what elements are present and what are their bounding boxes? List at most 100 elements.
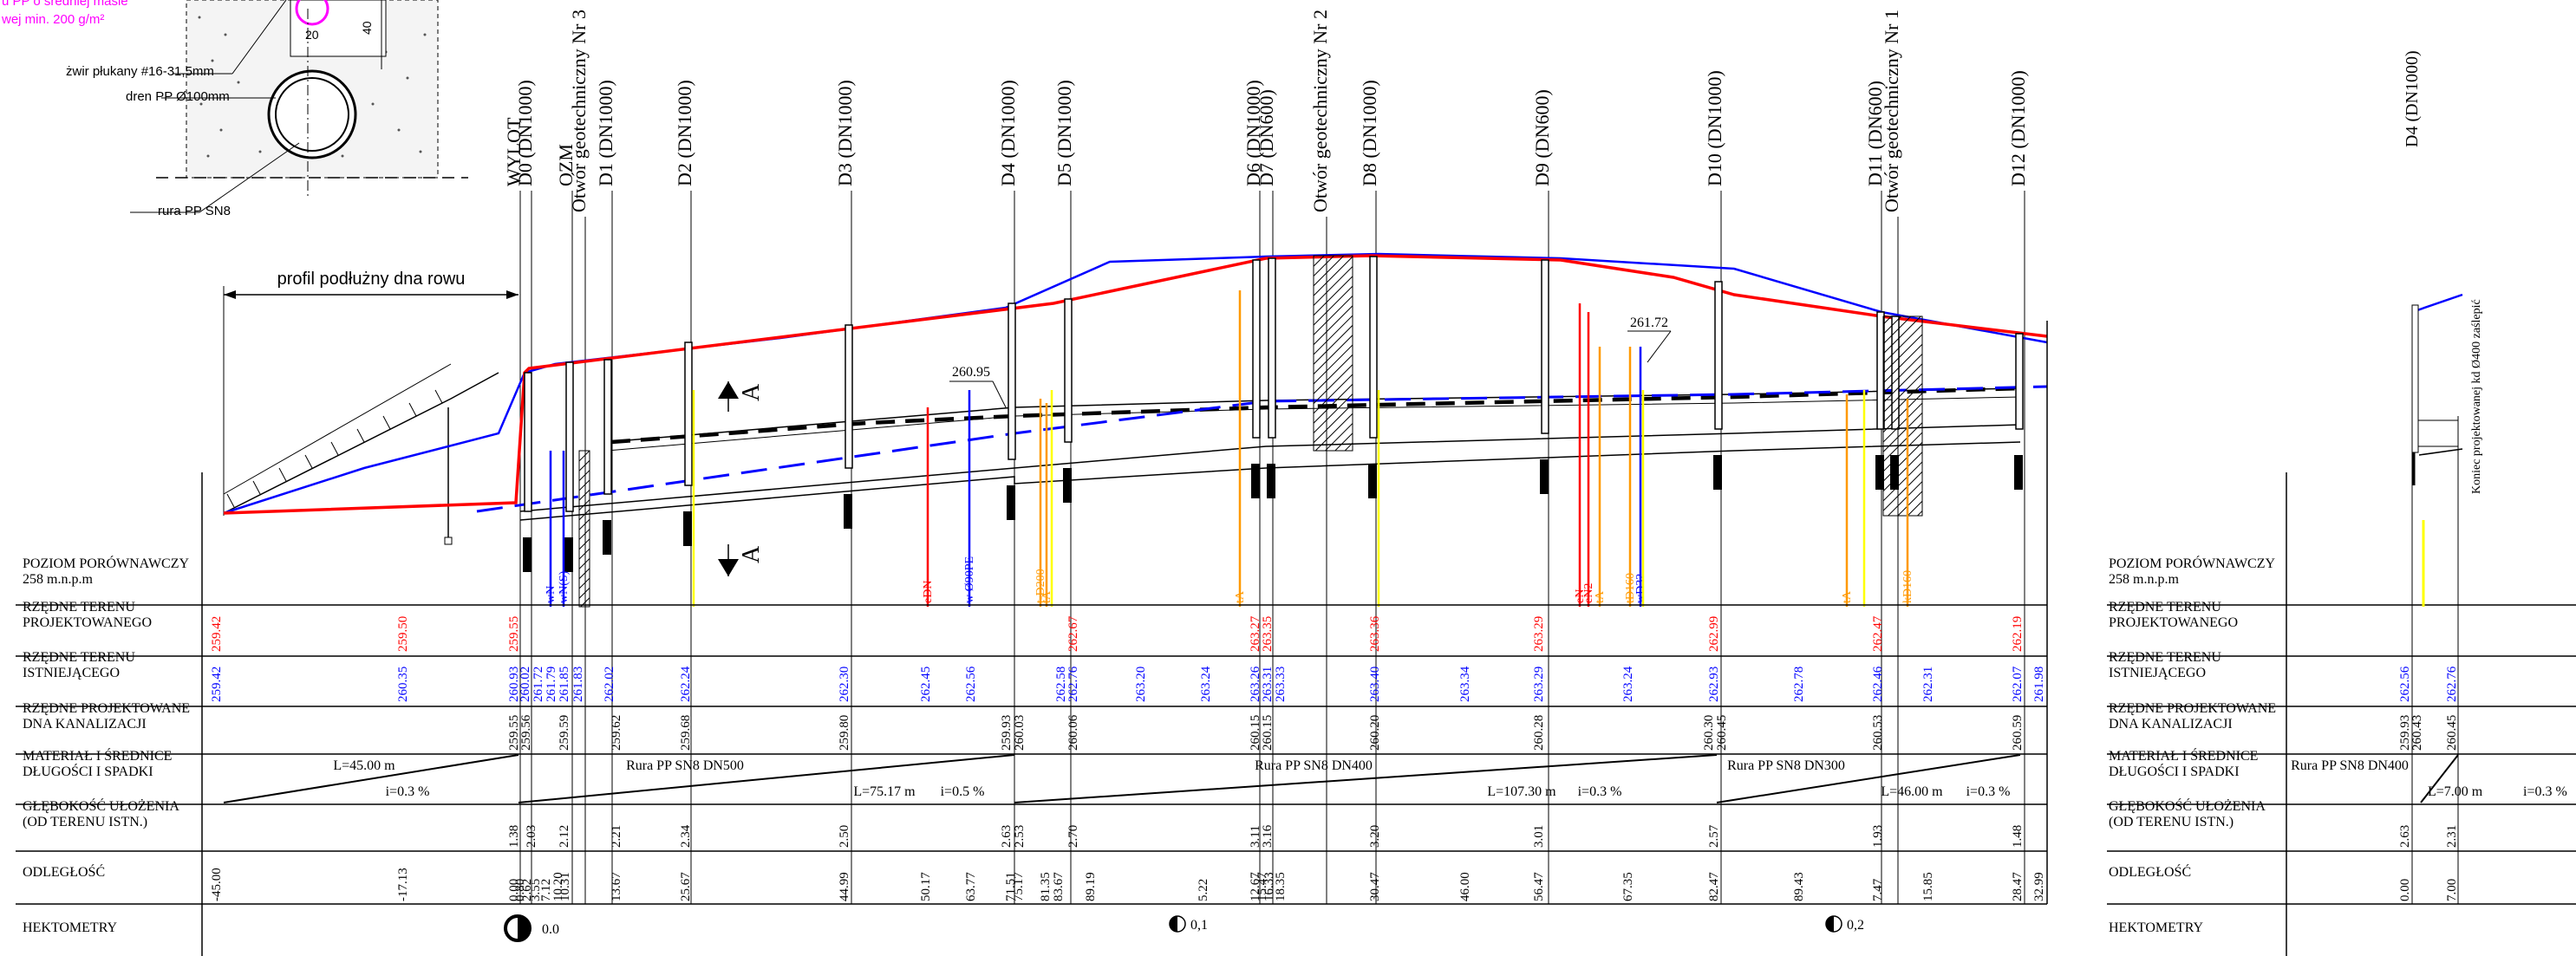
seg3-slope: i=0.3 % [1578, 784, 1622, 799]
seg1-length: L=45.00 m [333, 758, 395, 773]
well-foundation [1875, 455, 1884, 490]
depth-value: 1.48 [2011, 825, 2025, 848]
depth-value: 2.12 [558, 825, 571, 848]
row-label-mat: MATERIAŁ I ŚREDNICE [23, 747, 172, 764]
right-row-label-gleb: (OD TERENU ISTN.) [2109, 815, 2234, 829]
distance-value: 15.47 [1255, 872, 1269, 901]
sewer-invert-value: 259.80 [838, 715, 851, 751]
terrain-existing-value: 261.85 [558, 667, 571, 702]
well-label-d6: D6 (DN1000) [1242, 80, 1264, 186]
well-shaft [1064, 298, 1073, 443]
section-marker-bottom: A [718, 544, 765, 576]
seg3-material: Rura PP SN8 DN400 [1255, 758, 1373, 773]
sewer-invert-value: 260.15 [1249, 715, 1262, 751]
depth-value: 1.38 [507, 825, 521, 848]
distance-value: 12.67 [1249, 872, 1262, 901]
distance-value: 63.77 [964, 872, 978, 901]
well-foundation [683, 511, 692, 546]
well-label-d4: D4 (DN1000) [997, 80, 1019, 186]
terrain-projected-value: 263.27 [1249, 615, 1262, 652]
well-shaft [2015, 333, 2024, 430]
terrain-projected-value: 263.29 [1532, 616, 1546, 652]
sewer-invert-value: 259.62 [610, 715, 623, 751]
well-foundation [523, 537, 532, 572]
sewer-invert-value: 260.30 [1702, 715, 1716, 751]
right-material: Rura PP SN8 DN400 [2291, 758, 2409, 773]
distance-value: 81.35 [1039, 872, 1053, 901]
terrain-existing-value: 262.93 [1707, 667, 1721, 702]
distance-value: 0.80 [513, 879, 527, 901]
right-terrain-existing-value: 262.56 [2398, 666, 2412, 702]
right-distance-value: 7.00 [2445, 879, 2459, 901]
well-label-d0: D0 (DN1000) [514, 80, 536, 186]
right-distance-value: 0.00 [2398, 879, 2412, 901]
seg2-length: L=75.17 m [853, 784, 916, 799]
well-foundation [1063, 468, 1072, 503]
boreholes [578, 255, 1923, 608]
crossing-label: eN2 [1582, 583, 1595, 603]
sewer-invert-value: 260.06 [1066, 714, 1080, 751]
well-foundation [1007, 485, 1015, 520]
well-label-d11: D11 (DN600) [1864, 81, 1886, 186]
crossing-label: tA [1594, 590, 1607, 603]
crossing-label: wN(S) [558, 570, 571, 603]
hekt-0: 0.0 [542, 922, 559, 937]
right-row-label-mat: DŁUGOŚCI I SPADKI [2109, 763, 2240, 779]
row-label-poziom: 258 m.n.p.m [23, 572, 93, 587]
well-label-d10: D10 (DN1000) [1704, 70, 1725, 186]
crossing-label: tA [1841, 590, 1854, 603]
terrain-existing-value: 263.40 [1368, 667, 1382, 702]
well-foundation [1540, 459, 1549, 494]
well-label-otw3: Otwór geotechniczny Nr 3 [568, 10, 590, 212]
terrain-projected-value: 259.55 [507, 616, 521, 652]
distance-value: 83.67 [1052, 872, 1066, 901]
sewer-invert-value: 260.20 [1368, 715, 1382, 751]
right-row-label-rzp: RZĘDNE TERENU [2109, 600, 2221, 615]
terrain-existing-value: 260.35 [396, 667, 410, 702]
right-row-label-rzi: RZĘDNE TERENU [2109, 650, 2221, 665]
sewer-invert-value: 259.59 [558, 715, 571, 751]
terrain-existing-value: 263.26 [1249, 666, 1262, 702]
distance-value: 82.47 [1707, 872, 1721, 901]
well-foundation [1251, 464, 1260, 498]
distance-value: 7.12 [539, 879, 553, 901]
distance-value: 5.22 [1197, 879, 1210, 901]
hekt-2: 0,2 [1847, 918, 1864, 933]
elev-a: 260.95 [952, 365, 990, 380]
well-label-otw2: Otwór geotechniczny Nr 2 [1309, 10, 1331, 212]
depth-value: 2.50 [838, 825, 851, 848]
well-foundation [1368, 464, 1377, 498]
gravel-dots [198, 16, 427, 158]
well-foundation [844, 494, 852, 529]
distance-value: 7.47 [1871, 878, 1885, 901]
elevation-callout-b: 261.72 [1627, 315, 1672, 363]
terrain-existing-line [223, 252, 2048, 515]
gravel-label: żwir płukany #16-31,5mm [66, 64, 214, 79]
right-row-label-hekt: HEKTOMETRY [2109, 920, 2203, 935]
well-label-d8: D8 (DN1000) [1359, 80, 1380, 186]
row-label-rzk: RZĘDNE PROJEKTOWANE [23, 701, 190, 716]
terrain-existing-value: 261.98 [2032, 667, 2046, 702]
row-label-rzk: DNA KANALIZACJI [23, 717, 147, 732]
crossing-label: tD160 [1624, 573, 1637, 603]
depth-value: 2.34 [679, 824, 693, 848]
row-label-mat: DŁUGOŚCI I SPADKI [23, 763, 153, 779]
right-profile: D4 (DN1000) Koniec projektowanej kd Ø400… [2107, 50, 2576, 956]
row-label-odl: ODLEGŁOŚĆ [23, 863, 105, 880]
well-label-otw1: Otwór geotechniczny Nr 1 [1881, 10, 1902, 212]
terrain-existing-value: 262.78 [1792, 667, 1806, 702]
right-depth-value: 2.63 [2398, 825, 2412, 848]
distance-value: 56.47 [1532, 872, 1546, 901]
sewer-invert-value: 260.15 [1261, 715, 1275, 751]
right-row-label-poziom: POZIOM PORÓWNAWCZY [2109, 555, 2275, 571]
sewer-invert-value: 259.68 [679, 715, 693, 751]
row-label-rzi: RZĘDNE TERENU [23, 650, 135, 665]
depth-value: 2.63 [1000, 825, 1014, 848]
distance-value: 32.99 [2032, 872, 2046, 901]
terrain-projected-value: 259.50 [396, 616, 410, 652]
distance-value: 16.33 [1262, 872, 1276, 901]
